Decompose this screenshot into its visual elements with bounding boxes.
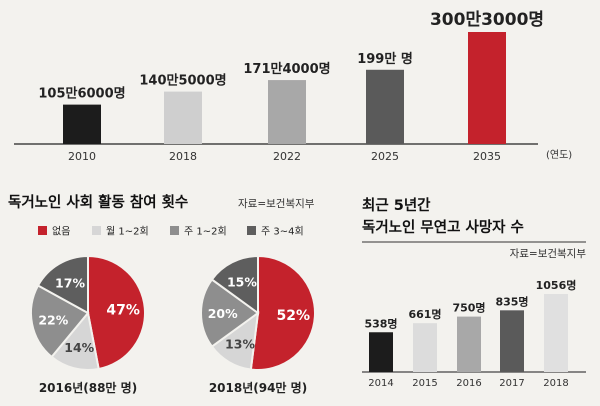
bottom-bar: [500, 310, 524, 372]
legend-swatch: [38, 226, 47, 235]
legend-label: 주 1~2회: [184, 226, 227, 238]
top-tick-label: 2025: [371, 150, 399, 163]
legend-label: 없음: [52, 225, 70, 238]
top-bar-value-label: 105만6000명: [38, 86, 125, 102]
bottom-chart-title-line2: 독거노인 무연고 사망자 수: [362, 218, 524, 236]
bottom-bar: [544, 294, 568, 372]
legend-label: 주 3~4회: [261, 226, 304, 238]
pie-slice: [200, 278, 260, 348]
pie-slice: [36, 254, 89, 315]
bottom-bar: [369, 332, 393, 372]
top-bar-value-label: 171만4000명: [243, 61, 330, 77]
pie-slice: [87, 254, 146, 371]
bottom-bar: [457, 316, 481, 372]
bottom-bar-value-label: 661명: [408, 307, 441, 321]
pie-slice-label: 20%: [208, 306, 238, 321]
pie-slice-label: 22%: [38, 313, 68, 328]
bottom-tick-label: 2017: [499, 378, 524, 389]
top-tick-label: 2022: [273, 150, 301, 163]
bottom-tick-label: 2014: [368, 378, 393, 389]
legend-swatch: [92, 226, 101, 235]
bottom-tick-label: 2016: [456, 378, 481, 389]
top-bar: [63, 104, 101, 144]
pie-slice-label: 52%: [277, 308, 311, 324]
legend-swatch: [170, 226, 179, 235]
legend-label: 월 1~2회: [106, 226, 149, 238]
top-bar: [468, 32, 506, 144]
pie-section-source: 자료=보건복지부: [238, 198, 315, 210]
top-tick-label: 2035: [473, 150, 501, 163]
bottom-bar: [413, 323, 437, 372]
pie-slice: [30, 284, 90, 359]
bottom-chart-title-line1: 최근 5년간: [362, 196, 431, 214]
top-tick-label: 2018: [169, 150, 197, 163]
pie-slice: [249, 254, 316, 371]
bottom-bar-value-label: 538명: [364, 316, 397, 330]
pie-section-title: 독거노인 사회 활동 참여 횟수: [8, 193, 188, 211]
pie-caption: 2016년(88만 명): [39, 380, 137, 395]
pie-slice-label: 17%: [55, 276, 85, 291]
pie-caption: 2018년(94만 명): [209, 380, 307, 395]
pie-slice-label: 47%: [106, 303, 140, 319]
pie-slice-label: 14%: [64, 340, 94, 355]
bottom-bar-value-label: 835명: [495, 294, 528, 308]
top-bar-value-label: 300만3000명: [430, 10, 544, 30]
top-bar: [366, 69, 404, 144]
top-tick-label: 2010: [68, 150, 96, 163]
bottom-chart-source: 자료=보건복지부: [510, 248, 587, 260]
bottom-bar-value-label: 750명: [452, 301, 485, 315]
bottom-tick-label: 2015: [412, 378, 437, 389]
legend-swatch: [247, 226, 256, 235]
elderly-living-alone-bar-chart: 105만6000명 2010 140만5000명 2018 171만4000명 2022 1…: [14, 10, 572, 163]
top-bar: [164, 91, 202, 144]
top-bar-value-label: 199만 명: [357, 51, 413, 67]
top-axis-unit: (연도): [546, 149, 572, 161]
top-bar-value-label: 140만5000명: [139, 73, 226, 89]
top-bar: [268, 80, 306, 144]
pie-slice: [210, 254, 259, 315]
bottom-bar-value-label: 1056명: [536, 278, 577, 292]
bottom-tick-label: 2018: [543, 378, 568, 389]
pie-slice-label: 15%: [227, 275, 257, 290]
pie-slice-label: 13%: [225, 336, 255, 351]
